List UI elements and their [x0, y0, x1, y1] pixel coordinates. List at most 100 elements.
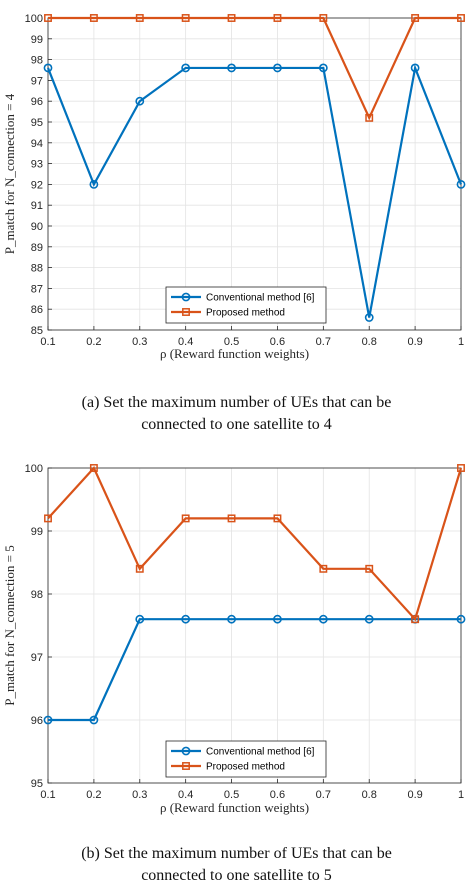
legend: Conventional method [6] Proposed method: [165, 286, 327, 324]
x-tick-label: 0.1: [40, 789, 55, 801]
legend-marker-square: [182, 308, 190, 316]
data-point-conventional: [410, 63, 420, 73]
data-point-conventional: [456, 179, 466, 189]
data-point-proposed: [273, 514, 282, 523]
x-tick-label: 0.5: [224, 336, 239, 348]
data-point-proposed: [135, 14, 144, 22]
x-tick-label: 1: [458, 336, 464, 348]
x-tick-label: 0.4: [178, 336, 193, 348]
data-point-proposed: [181, 514, 190, 523]
y-tick-label: 86: [31, 304, 43, 316]
data-point-proposed: [457, 464, 465, 472]
data-point-conventional: [364, 614, 374, 624]
legend-box: [165, 740, 327, 778]
data-point-conventional: [318, 614, 328, 624]
caption-b: (b) Set the maximum number of UEs that c…: [0, 843, 473, 887]
data-point-proposed: [89, 14, 98, 22]
data-point-conventional: [181, 63, 191, 73]
series-line-proposed: [47, 466, 463, 622]
x-tick-label: 0.1: [40, 336, 55, 348]
caption-b-line-1: (b) Set the maximum number of UEs that c…: [81, 845, 392, 862]
data-point-conventional: [43, 63, 53, 73]
data-point-proposed: [411, 14, 420, 22]
x-tick-label: 0.4: [178, 789, 193, 801]
caption-b-line-2: connected to one satellite to 5: [141, 867, 332, 884]
data-point-conventional: [456, 614, 466, 624]
x-tick-label: 0.8: [362, 789, 377, 801]
x-axis-label: ρ (Reward function weights): [160, 346, 309, 361]
y-tick-label: 89: [31, 242, 43, 254]
x-tick-label: 0.2: [86, 789, 101, 801]
data-point-conventional: [227, 63, 236, 73]
x-tick-label: 0.9: [407, 789, 422, 801]
data-point-proposed: [44, 514, 52, 523]
data-point-proposed: [273, 14, 282, 22]
legend-label: Proposed method: [206, 762, 285, 773]
caption-a-line-1: (a) Set the maximum number of UEs that c…: [81, 394, 392, 411]
y-tick-label: 97: [31, 652, 43, 664]
x-tick-label: 0.3: [132, 789, 147, 801]
y-tick-label: 95: [31, 117, 43, 129]
y-tick-label: 95: [31, 778, 43, 790]
x-tick-label: 0.2: [86, 336, 101, 348]
x-tick-label: 0.7: [316, 789, 331, 801]
series-line-conventional: [48, 618, 461, 722]
caption-a: (a) Set the maximum number of UEs that c…: [0, 392, 473, 436]
x-tick-label: 0.6: [270, 789, 285, 801]
x-tick-label: 0.5: [224, 789, 239, 801]
data-point-conventional: [364, 313, 374, 322]
data-point-proposed: [319, 564, 328, 573]
data-point-proposed: [457, 14, 465, 22]
x-tick-label: 0.3: [132, 336, 147, 348]
y-tick-label: 100: [25, 463, 43, 475]
y-tick-label: 99: [31, 526, 43, 538]
data-point-proposed: [411, 615, 420, 624]
y-axis-label: P_match for N_connection = 4: [2, 93, 17, 254]
y-tick-label: 99: [31, 34, 43, 46]
data-point-proposed: [181, 14, 190, 22]
data-point-proposed: [365, 564, 374, 573]
legend-label: Conventional method [6]: [206, 293, 315, 304]
data-point-conventional: [273, 63, 282, 73]
y-tick-label: 97: [31, 75, 43, 87]
y-tick-label: 96: [31, 96, 43, 108]
legend: Conventional method [6] Proposed method: [165, 740, 327, 778]
y-tick-label: 98: [31, 55, 43, 67]
series-line-conventional: [46, 63, 463, 318]
x-tick-label: 0.7: [316, 336, 331, 348]
data-point-conventional: [89, 715, 99, 725]
series-line-proposed: [48, 16, 461, 121]
legend-box: [165, 286, 327, 324]
caption-a-line-2: connected to one satellite to 4: [141, 416, 332, 433]
x-tick-label: 0.6: [270, 336, 285, 348]
y-axis-label: P_match for N_connection = 5: [2, 545, 17, 705]
data-point-conventional: [135, 614, 145, 624]
y-tick-label: 91: [31, 200, 43, 212]
legend-marker-square: [182, 762, 190, 770]
x-tick-label: 1: [458, 789, 464, 801]
y-tick-label: 93: [31, 159, 43, 171]
data-point-proposed: [365, 113, 374, 122]
legend-marker-circle: [181, 746, 191, 756]
y-tick-label: 96: [31, 715, 43, 727]
x-axis-label: ρ (Reward function weights): [160, 800, 309, 815]
data-point-conventional: [227, 614, 236, 624]
data-point-conventional: [43, 715, 53, 725]
y-tick-label: 98: [31, 589, 43, 601]
y-tick-label: 92: [31, 179, 43, 191]
data-point-conventional: [89, 179, 99, 189]
data-point-proposed: [44, 14, 52, 22]
data-point-conventional: [318, 63, 328, 73]
y-tick-label: 87: [31, 283, 43, 295]
data-point-proposed: [227, 514, 236, 523]
y-tick-label: 88: [31, 263, 43, 275]
plot-area: [48, 468, 461, 783]
data-point-proposed: [89, 464, 98, 472]
legend-label: Proposed method: [206, 308, 285, 319]
x-tick-label: 0.8: [362, 336, 377, 348]
plot-area: [48, 18, 461, 330]
axes-box: [47, 467, 462, 784]
y-tick-label: 85: [31, 325, 43, 337]
legend-label: Conventional method [6]: [206, 747, 315, 758]
